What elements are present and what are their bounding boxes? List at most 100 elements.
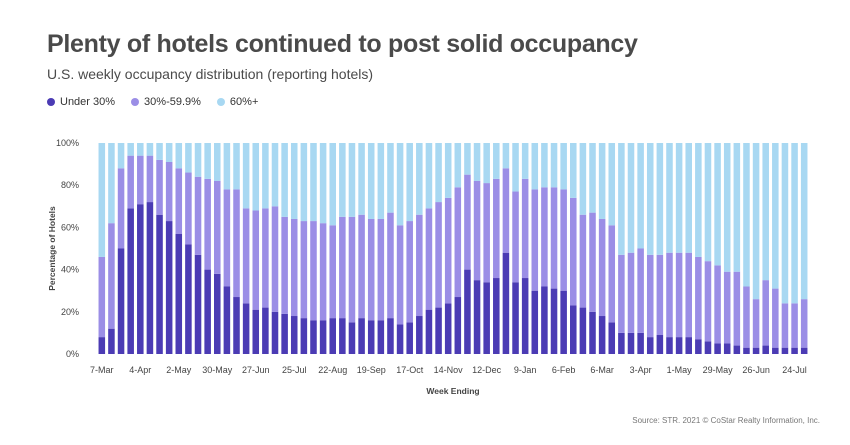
bar-segment-under30 (483, 282, 490, 354)
bar-segment-over60 (473, 143, 481, 181)
bar-segment-mid (281, 216, 288, 314)
bar-segment-mid (252, 210, 260, 310)
bar-segment-mid (781, 303, 789, 348)
bar-segment-over60 (146, 143, 154, 156)
bar-segment-mid (512, 191, 519, 283)
bar-segment-under30 (800, 347, 808, 354)
bar-segment-mid (425, 208, 433, 310)
legend-swatch-over60 (216, 98, 225, 106)
bar-segment-over60 (464, 143, 471, 175)
bar-segment-over60 (444, 143, 452, 198)
x-tick-label: 30-May (202, 365, 233, 375)
bar-segment-mid (137, 155, 144, 205)
bar-segment-under30 (223, 286, 231, 354)
bar-segment-over60 (781, 143, 789, 304)
bar-segment-over60 (339, 143, 346, 217)
bar-segment-mid (262, 208, 269, 308)
bar-segment-mid (666, 252, 673, 338)
bar-segment-mid (271, 206, 279, 312)
bar-segment-mid (194, 176, 202, 255)
x-tick-label: 29-May (703, 365, 734, 375)
bar-segment-over60 (165, 143, 173, 162)
bar-segment-under30 (541, 286, 548, 354)
bar-segment-mid (560, 189, 567, 291)
bar-segment-over60 (319, 143, 327, 224)
legend-item-mid: 30%-59.9% (131, 96, 201, 108)
bar-segment-mid (127, 155, 134, 209)
bar-segment-mid (521, 178, 529, 279)
bar-segment-over60 (117, 143, 125, 169)
x-tick-label: 4-Apr (129, 365, 151, 375)
x-tick-label: 25-Jul (282, 365, 307, 375)
bar-segment-over60 (493, 143, 500, 179)
x-tick-label: 12-Dec (472, 365, 502, 375)
bar-segment-over60 (772, 143, 779, 289)
bar-segment-under30 (695, 339, 702, 354)
bar-segment-under30 (627, 332, 635, 354)
bar-segment-under30 (425, 309, 433, 354)
bar-segment-under30 (339, 318, 346, 354)
bar-segment-mid (685, 252, 692, 338)
bar-segment-under30 (300, 318, 308, 354)
bar-segment-under30 (204, 269, 211, 354)
bar-segment-mid (695, 256, 702, 340)
x-tick-label: 17-Oct (396, 365, 424, 375)
bar-segment-under30 (242, 303, 250, 354)
bar-segment-over60 (791, 143, 798, 304)
bar-segment-mid (416, 214, 423, 317)
legend-swatch-mid (131, 98, 140, 106)
bar-segment-mid (502, 168, 510, 253)
bar-segment-under30 (127, 208, 134, 354)
bar-segment-mid (589, 212, 596, 312)
bar-segment-under30 (762, 345, 769, 354)
bar-segment-mid (223, 189, 231, 287)
bar-segment-mid (646, 254, 654, 338)
y-axis-label: Percentage of Hotels (47, 206, 57, 291)
x-tick-label: 26-Jun (742, 365, 770, 375)
bar-segment-over60 (743, 143, 750, 287)
bar-segment-under30 (464, 269, 471, 354)
bar-segment-over60 (98, 143, 106, 257)
bar-segment-under30 (714, 343, 721, 354)
bar-segment-mid (598, 218, 606, 317)
bar-segment-over60 (695, 143, 702, 257)
bar-segment-under30 (271, 311, 279, 354)
bar-segment-over60 (637, 143, 644, 249)
bar-segment-under30 (233, 297, 240, 354)
bar-segment-mid (396, 225, 404, 325)
bar-segment-under30 (493, 278, 500, 354)
bar-segment-over60 (608, 143, 616, 226)
x-tick-label: 22-Aug (318, 365, 347, 375)
bar-segment-over60 (618, 143, 625, 255)
bar-segment-over60 (589, 143, 596, 213)
bar-segment-over60 (800, 143, 808, 300)
bar-segment-mid (348, 216, 356, 323)
source-note: Source: STR. 2021 © CoStar Realty Inform… (632, 416, 820, 425)
bar-segment-under30 (348, 322, 356, 354)
x-tick-label: 19-Sep (357, 365, 386, 375)
bar-segment-mid (146, 155, 154, 203)
bar-segment-under30 (685, 337, 692, 354)
x-tick-label: 9-Jan (514, 365, 537, 375)
bar-segment-under30 (579, 307, 587, 354)
bar-segment-over60 (656, 143, 664, 255)
bar-segment-mid (290, 218, 298, 317)
bar-segment-mid (358, 214, 365, 319)
chart-title: Plenty of hotels continued to post solid… (47, 30, 638, 58)
bar-segment-under30 (656, 335, 664, 354)
bar-segment-under30 (646, 337, 654, 354)
bar-segment-mid (454, 187, 462, 298)
bar-segment-over60 (223, 143, 231, 190)
bar-segment-under30 (146, 202, 154, 354)
bar-segment-mid (175, 168, 183, 234)
bar-segment-under30 (723, 343, 731, 354)
bar-segment-under30 (435, 307, 442, 354)
bar-segment-under30 (598, 316, 606, 354)
bar-segment-mid (579, 214, 587, 308)
bar-segment-under30 (156, 214, 163, 354)
bar-segment-over60 (406, 143, 413, 222)
bar-segment-over60 (233, 143, 240, 190)
bar-segment-mid (406, 221, 413, 323)
bar-segment-mid (704, 261, 712, 342)
bar-segment-mid (300, 221, 308, 319)
